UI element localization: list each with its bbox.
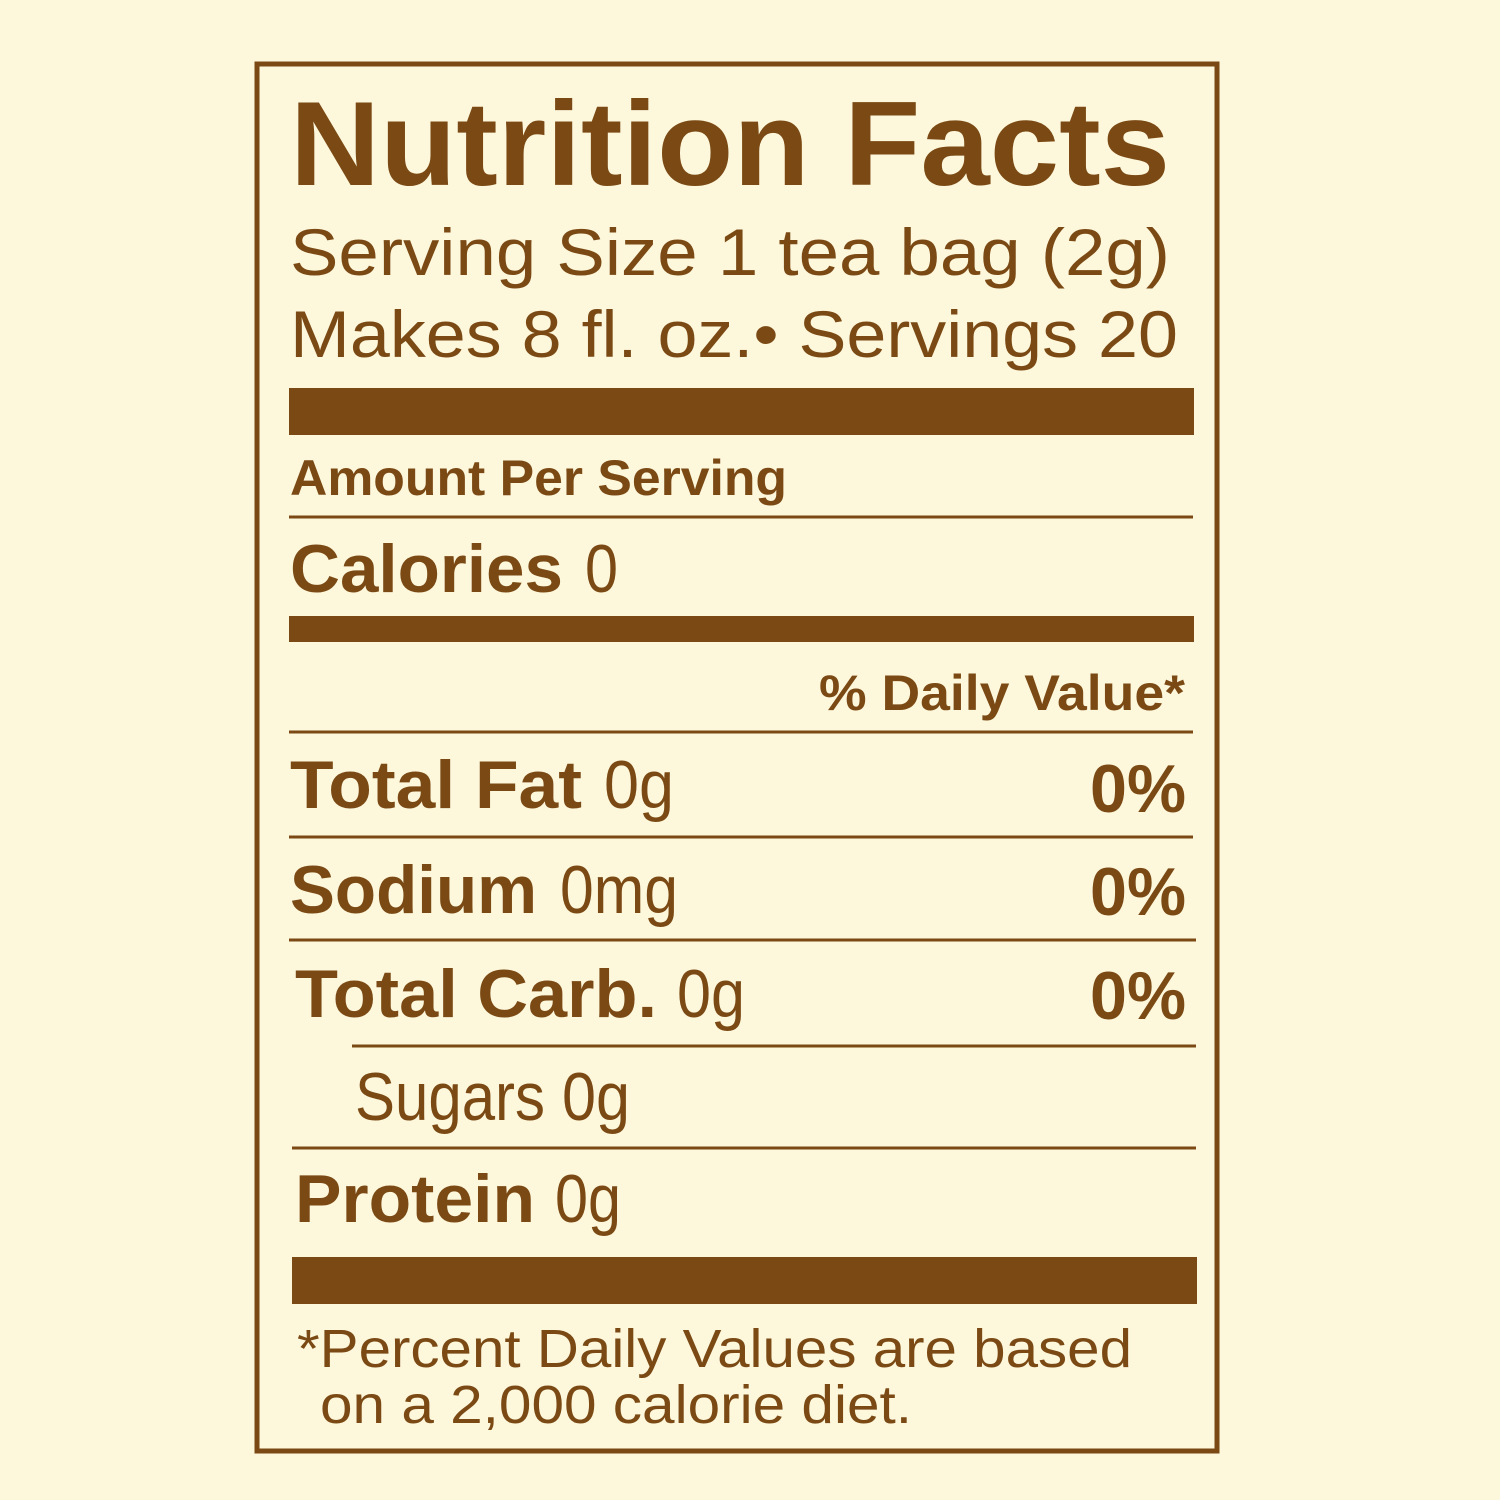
footnote: on a 2,000 calorie diet. [320,1375,912,1435]
nutrient-label: Total Fat [290,747,582,823]
title: Nutrition Facts [290,77,1170,211]
serving-size: Serving Size 1 tea bag (2g) [290,215,1170,289]
calories-label: Calories [290,531,563,607]
nutrient-daily-value: 0% [1090,751,1186,827]
nutrient-amount: 0g [555,1161,621,1237]
calories-value: 0 [585,531,618,607]
nutrient-daily-value: 0% [1090,854,1186,930]
nutrient-label: Sugars [355,1059,545,1135]
amount-per-serving: Amount Per Serving [290,450,787,506]
daily-value-header: % Daily Value* [819,665,1186,721]
nutrient-label: Total Carb. [295,956,657,1032]
nutrient-amount: 0g [677,956,745,1032]
servings: Makes 8 fl. oz.• Servings 20 [290,297,1178,371]
label-border [254,61,1220,1454]
nutrient-label: Protein [295,1161,535,1237]
nutrient-label: Sodium [290,852,537,928]
medium-rule [289,616,1194,642]
nutrient-amount: 0mg [560,852,678,928]
thick-rule [289,388,1194,435]
nutrient-amount: 0g [604,747,674,823]
nutrient-amount: 0g [562,1059,630,1135]
thick-rule [292,1257,1197,1304]
nutrient-daily-value: 0% [1090,958,1186,1034]
footnote: *Percent Daily Values are based [297,1319,1132,1379]
